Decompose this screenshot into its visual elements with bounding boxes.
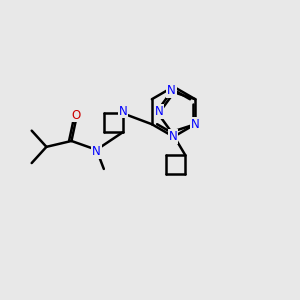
Text: N: N xyxy=(169,130,177,143)
Text: N: N xyxy=(155,105,164,118)
Text: N: N xyxy=(167,84,176,98)
Text: N: N xyxy=(92,145,101,158)
Text: N: N xyxy=(191,118,200,131)
Text: N: N xyxy=(118,104,127,118)
Text: O: O xyxy=(72,109,81,122)
